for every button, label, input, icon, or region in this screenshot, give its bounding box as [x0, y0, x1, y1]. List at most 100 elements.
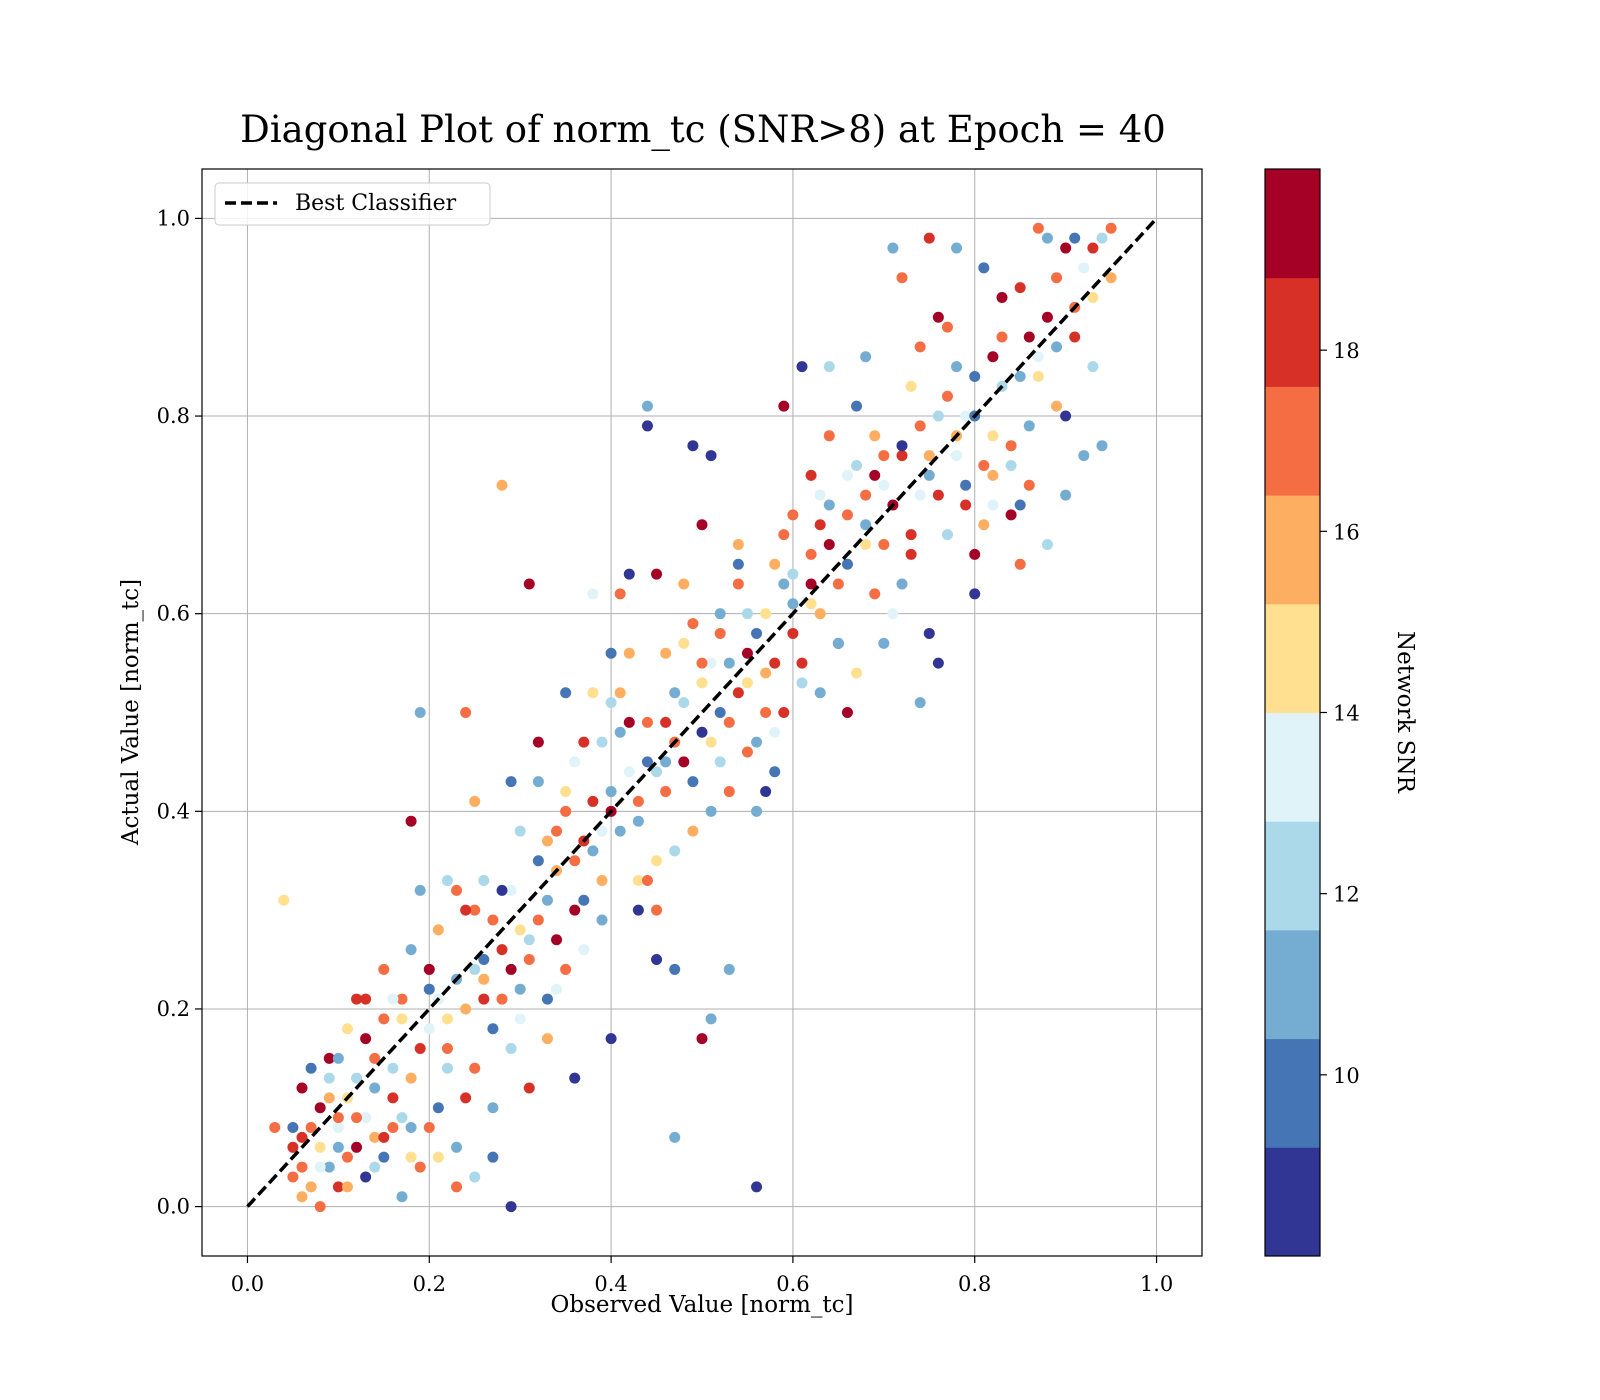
- scatter-point: [505, 1201, 517, 1213]
- scatter-point: [496, 993, 508, 1005]
- scatter-point: [823, 539, 835, 551]
- scatter-point: [605, 697, 617, 709]
- scatter-point: [314, 1102, 326, 1114]
- scatter-point: [587, 845, 599, 857]
- scatter-point: [560, 786, 572, 798]
- scatter-point: [614, 726, 626, 738]
- scatter-point: [405, 815, 417, 827]
- scatter-point: [669, 687, 681, 699]
- legend: Best Classifier: [214, 182, 491, 226]
- scatter-point: [269, 1122, 281, 1134]
- colorbar-label: Network SNR: [1392, 631, 1418, 794]
- scatter-point: [769, 726, 781, 738]
- scatter-point: [869, 430, 881, 442]
- scatter-point: [660, 647, 672, 659]
- scatter-point: [441, 1042, 453, 1054]
- scatter-point: [460, 1003, 472, 1015]
- scatter-point: [741, 677, 753, 689]
- scatter-point: [851, 400, 863, 412]
- scatter-point: [487, 1151, 499, 1163]
- scatter-point: [605, 786, 617, 798]
- scatter-point: [896, 440, 908, 452]
- scatter-point: [369, 1131, 381, 1143]
- scatter-point: [360, 1112, 372, 1124]
- scatter-point: [332, 1141, 344, 1153]
- colorbar-segment: [1265, 1038, 1320, 1148]
- scatter-point: [532, 914, 544, 926]
- scatter-point: [705, 1013, 717, 1025]
- scatter-point: [587, 795, 599, 807]
- scatter-point: [560, 805, 572, 817]
- scatter-point: [596, 874, 608, 886]
- scatter-point: [723, 786, 735, 798]
- x-tick-label: 0.4: [594, 1272, 627, 1296]
- scatter-point: [823, 430, 835, 442]
- scatter-point: [687, 440, 699, 452]
- scatter-point: [1060, 410, 1072, 422]
- scatter-point: [296, 1161, 308, 1173]
- scatter-point: [960, 410, 972, 422]
- colorbar: [1265, 169, 1320, 1257]
- scatter-point: [551, 825, 563, 837]
- scatter-point: [969, 548, 981, 560]
- scatter-point: [1014, 558, 1026, 570]
- scatter-point: [732, 558, 744, 570]
- scatter-point: [860, 351, 872, 363]
- scatter-point: [469, 795, 481, 807]
- scatter-point: [278, 894, 290, 906]
- scatter-point: [841, 707, 853, 718]
- scatter-point: [705, 736, 717, 748]
- y-axis-ticks: 0.0 0.2 0.4 0.6 0.8 1.0: [157, 206, 202, 1219]
- scatter-point: [687, 776, 699, 788]
- scatter-point: [460, 707, 472, 718]
- scatter-point: [1041, 311, 1053, 323]
- scatter-point: [814, 608, 826, 620]
- scatter-point: [796, 361, 808, 373]
- scatter-point: [1060, 489, 1072, 501]
- scatter-point: [632, 874, 644, 886]
- scatter-point: [651, 904, 663, 916]
- x-tick-label: 0.8: [958, 1272, 991, 1296]
- x-tick-label: 0.6: [776, 1272, 809, 1296]
- scatter-point: [414, 1161, 426, 1173]
- scatter-point: [541, 894, 553, 906]
- scatter-point: [741, 608, 753, 620]
- x-axis-label: Observed Value [norm_tc]: [551, 1292, 854, 1318]
- scatter-point: [614, 687, 626, 699]
- scatter-point: [387, 993, 399, 1005]
- scatter-point: [560, 687, 572, 699]
- scatter-point: [323, 1072, 335, 1084]
- scatter-point: [996, 331, 1008, 343]
- scatter-point: [732, 578, 744, 590]
- scatter-point: [478, 874, 490, 886]
- scatter-point: [441, 1013, 453, 1025]
- scatter-point: [1041, 232, 1053, 244]
- scatter-point: [305, 1181, 317, 1193]
- colorbar-segment: [1265, 169, 1320, 279]
- colorbar-segment: [1265, 712, 1320, 822]
- scatter-point: [623, 568, 635, 580]
- scatter-point: [969, 371, 981, 383]
- scatter-point: [405, 1072, 417, 1084]
- scatter-point: [441, 1062, 453, 1074]
- scatter-point: [932, 410, 944, 422]
- scatter-point: [705, 805, 717, 817]
- scatter-point: [923, 627, 935, 639]
- scatter-point: [878, 637, 890, 649]
- scatter-point: [705, 450, 717, 462]
- scatter-point: [660, 716, 672, 728]
- scatter-point: [832, 637, 844, 649]
- scatter-point: [796, 657, 808, 669]
- scatter-point: [714, 707, 726, 718]
- scatter-point: [1051, 272, 1063, 284]
- scatter-point: [805, 548, 817, 560]
- scatter-point: [1069, 232, 1081, 244]
- scatter-point: [632, 904, 644, 916]
- scatter-point: [378, 1131, 390, 1143]
- scatter-point: [314, 1161, 326, 1173]
- scatter-point: [905, 380, 917, 392]
- scatter-point: [369, 1161, 381, 1173]
- scatter-point: [705, 657, 717, 669]
- scatter-point: [741, 647, 753, 659]
- scatter-point: [396, 1112, 408, 1124]
